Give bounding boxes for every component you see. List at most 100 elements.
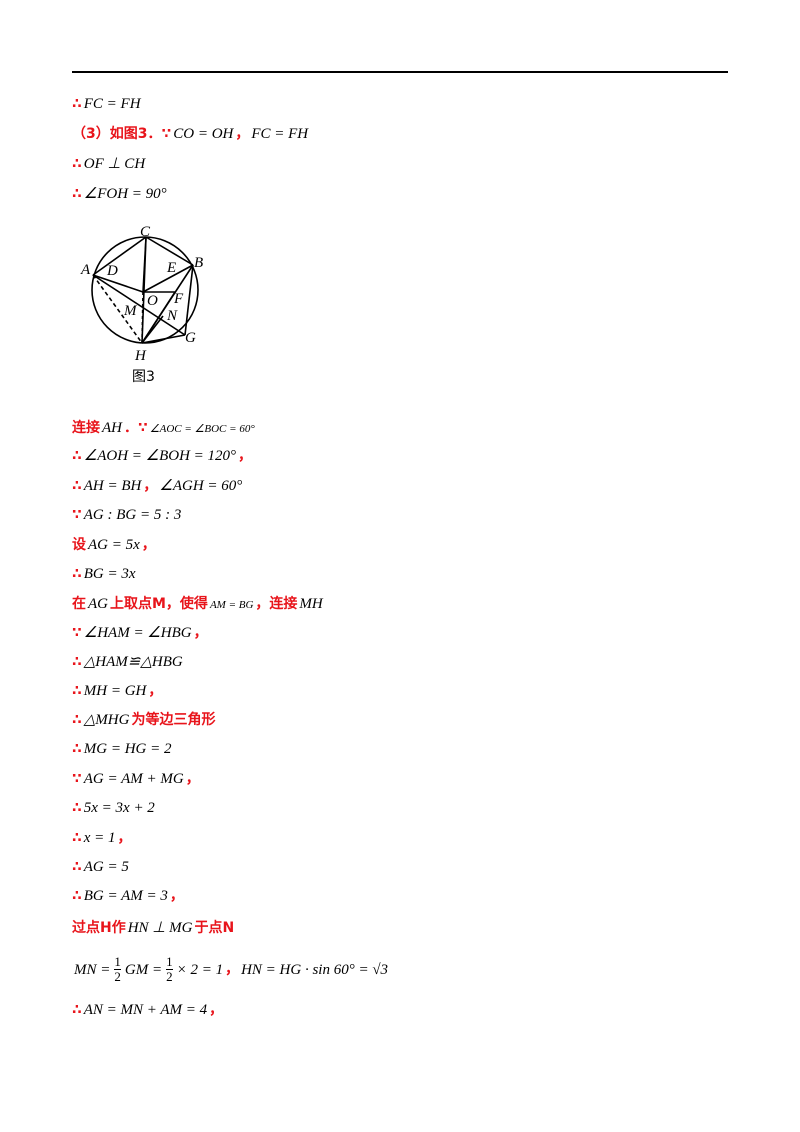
math-text: MG = HG = 2 [83,741,172,757]
math-text: AG = AM + MG [83,771,184,787]
math-text: FC = FH [83,96,141,112]
text-line: ∴ MH = GH， [72,681,162,701]
edge [92,236,147,276]
text-line: MN = 1 2 GM = 1 2 × 2 = 1， HN = HG · sin 60° = … [72,955,390,984]
red-text: 设 [72,537,86,553]
red-text: ， [235,126,250,142]
text-line: ∴ △HAM≌△HBG [72,652,185,672]
red-text: ∵ [72,625,82,641]
edge [141,291,176,344]
point-label: F [173,291,184,307]
math-text: GM = [124,961,163,978]
red-text: 于点N [194,920,235,936]
edge [142,264,194,293]
text-line: （3）如图3．∵ CO = OH， FC = FH [72,124,310,144]
math-text: OF ⊥ CH [83,156,146,172]
math-text: MH [299,596,323,612]
edge [92,274,144,293]
math-text: MH = GH [83,683,147,699]
point-label: M [123,303,138,319]
point-label: D [106,263,118,279]
math-text: BG = 3x [83,566,136,582]
red-text: ， [169,888,184,904]
math-text: HN = HG · sin 60° = √3 [241,961,389,978]
math-text: x = 1 [83,830,116,846]
red-text: ∴ [72,741,82,757]
denominator: 2 [114,969,121,984]
text-line: ∴ ∠FOH = 90° [72,184,169,204]
red-text: 在 [72,596,86,612]
red-text: ， [185,771,200,787]
numerator: 1 [166,954,173,970]
red-text: ∴ [72,830,82,846]
math-text: AN = MN + AM = 4 [83,1002,208,1018]
math-text: AG = 5 [83,859,129,875]
edge [141,315,164,344]
edge [184,264,194,336]
text-line: ∴ ∠AOH = ∠BOH = 120°， [72,446,252,466]
red-text: ， [193,625,208,641]
text-line: ∴ MG = HG = 2 [72,739,174,759]
text-line: ∴ AH = BH， ∠AGH = 60° [72,476,244,496]
red-text: ，连接 [255,596,298,612]
red-text: ， [209,1002,224,1018]
point-label: B [194,255,203,271]
point-label: G [185,330,196,346]
text-line: ∵ AG = AM + MG， [72,769,200,789]
red-text: ， [225,961,240,978]
text-line: ∴ x = 1， [72,828,132,848]
math-text: AG = 5x [88,537,140,553]
edge [145,236,194,266]
math-text: 5x = 3x + 2 [83,800,155,816]
red-text: ∴ [72,96,82,112]
math-text: BG = AM = 3 [83,888,168,904]
point-label: E [166,260,176,276]
math-text: ∠HAM = ∠HBG [83,625,192,641]
math-text: AG [88,596,108,612]
math-text: ∠AOC = ∠BOC = 60° [149,423,255,435]
numerator: 1 [114,954,121,970]
text-line: 设 AG = 5x， [72,535,156,555]
math-text: CO = OH [173,126,234,142]
red-text: ∴ [72,1002,82,1018]
red-text: ∴ [72,683,82,699]
red-text: ， [148,683,163,699]
point-label: C [140,224,151,240]
text-line: ∴ △MHG 为等边三角形 [72,710,215,730]
header-rule [72,71,728,73]
red-text: ， [143,478,158,494]
math-text: MN = [74,961,111,978]
edge [141,236,147,344]
red-text: ∵ [72,507,82,523]
math-text: × 2 = 1 [176,961,224,978]
red-text: ∴ [72,186,82,202]
red-text: ．∵ [124,420,148,436]
text-line: ∴ AN = MN + AM = 4， [72,1000,223,1020]
text-line: 过点H作 HN ⊥ MG 于点N [72,918,234,938]
point-label: O [147,293,158,309]
figure-caption: 图3 [132,369,155,385]
red-text: ， [117,830,132,846]
math-text: AG : BG = 5 : 3 [83,507,182,523]
math-text: ∠FOH = 90° [83,186,167,202]
point-label: H [134,348,147,364]
red-text: ∴ [72,156,82,172]
red-text: ∴ [72,478,82,494]
math-text: ∠AGH = 60° [159,478,243,494]
text-line: ∴ OF ⊥ CH [72,154,147,174]
red-text: 为等边三角形 [131,712,216,728]
red-text: ∴ [72,566,82,582]
red-text: ∴ [72,448,82,464]
math-text: AH = BH [83,478,142,494]
math-text: HN ⊥ MG [127,920,193,936]
edge [141,334,186,344]
red-text: 过点H作 [72,920,126,936]
red-text: ， [141,537,156,553]
text-line: ∵ AG : BG = 5 : 3 [72,505,183,525]
red-text: （3）如图3．∵ [72,126,172,142]
red-text: ∴ [72,800,82,816]
red-text: 上取点M，使得 [110,596,208,612]
